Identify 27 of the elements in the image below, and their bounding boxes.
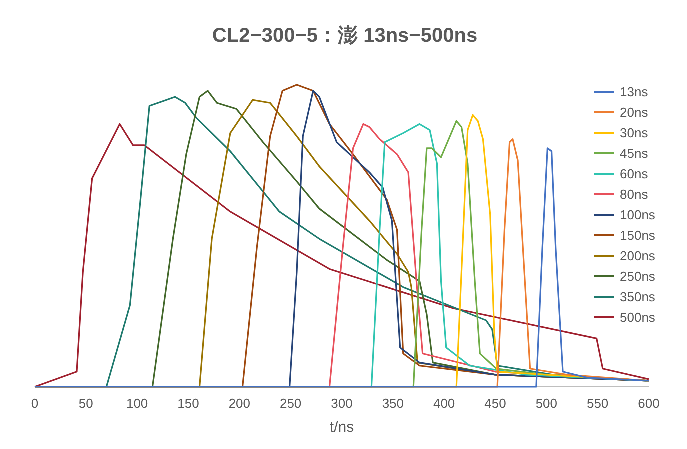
- x-tick-label: 450: [484, 396, 506, 411]
- legend-label: 30ns: [620, 126, 649, 140]
- x-axis-title: t/ns: [330, 419, 354, 436]
- x-tick-label: 400: [433, 396, 456, 411]
- x-tick-label: 50: [78, 396, 94, 411]
- legend-label: 20ns: [620, 105, 649, 120]
- x-tick-label: 100: [126, 396, 148, 411]
- x-tick-label: 300: [331, 396, 353, 411]
- legend-label: 150ns: [620, 228, 656, 243]
- legend-label: 80ns: [620, 187, 649, 202]
- legend-label: 500ns: [620, 310, 656, 325]
- x-tick-label: 250: [280, 396, 302, 411]
- x-tick-label: 350: [382, 396, 404, 411]
- x-tick-label: 0: [31, 396, 39, 411]
- legend-label: 200ns: [620, 248, 656, 264]
- x-tick-label: 600: [638, 396, 660, 411]
- x-tick-label: 550: [586, 396, 609, 411]
- x-tick-label: 150: [178, 396, 200, 411]
- legend-label: 45ns: [620, 146, 649, 161]
- legend-label: 250ns: [620, 269, 656, 284]
- legend-label: 100ns: [620, 208, 656, 222]
- chart-title: CL2−300−5：澎 13ns−500ns: [212, 25, 478, 47]
- legend-label: 350ns: [620, 290, 656, 304]
- legend-label: 60ns: [620, 166, 649, 182]
- x-tick-label: 500: [536, 396, 558, 411]
- legend-label: 13ns: [620, 84, 649, 100]
- x-tick-label: 200: [228, 396, 251, 411]
